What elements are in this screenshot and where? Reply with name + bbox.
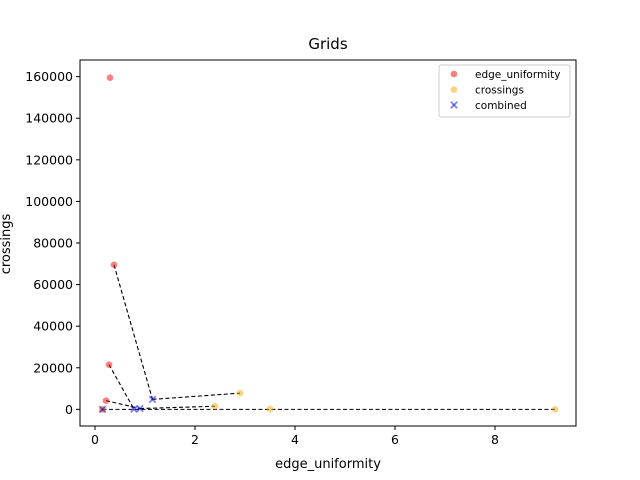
point-crossings: [551, 406, 559, 413]
connector-line: [113, 264, 154, 400]
point-crossings: [266, 405, 274, 413]
x-tick-label: 4: [291, 432, 299, 447]
connector-line: [105, 400, 141, 410]
y-tick-label: 60000: [33, 277, 73, 292]
legend-label-crossings: crossings: [475, 85, 524, 97]
legend-marker-edge-uniformity: [450, 70, 458, 78]
y-tick-label: 100000: [25, 194, 73, 209]
point-crossings: [211, 402, 219, 410]
legend-label-combined: combined: [475, 100, 527, 112]
legend-label-edge-uniformity: edge_uniformity: [475, 69, 560, 81]
x-tick-label: 8: [491, 432, 499, 447]
legend-marker-combined: [450, 101, 458, 109]
y-tick-label: 80000: [33, 236, 73, 251]
y-tick-label: 0: [65, 402, 73, 417]
point-combined: [130, 405, 138, 413]
connector-line: [152, 392, 241, 400]
point-edge-uniformity: [106, 74, 114, 81]
y-axis-label: crossings: [0, 213, 14, 274]
y-tick-label: 40000: [33, 319, 73, 334]
connector-line: [108, 364, 135, 410]
point-combined: [148, 395, 157, 404]
y-tick-label: 120000: [25, 152, 73, 167]
legend-marker-crossings: [450, 86, 458, 93]
legend-box: [438, 64, 571, 118]
y-tick-label: 160000: [25, 69, 73, 84]
chart-title: Grids: [308, 35, 347, 53]
plot-area: 0 2 4 6 8 0 20000 40000 60000 80000 100000 120000 14…: [25, 59, 577, 447]
point-combined: [98, 405, 107, 414]
y-tick-label: 140000: [25, 111, 73, 126]
point-edge-uniformity: [105, 361, 113, 368]
x-tick-label: 2: [191, 432, 199, 447]
x-axis-label: edge_uniformity: [275, 457, 381, 472]
point-edge-uniformity: [110, 261, 118, 269]
y-tick-label: 20000: [33, 360, 73, 375]
x-tick-label: 0: [91, 432, 99, 447]
point-crossings: [236, 389, 244, 397]
x-tick-label: 6: [391, 432, 399, 447]
legend: edge_uniformity crossings combined: [438, 64, 571, 118]
point-combined: [136, 404, 144, 413]
point-edge-uniformity: [102, 397, 110, 404]
